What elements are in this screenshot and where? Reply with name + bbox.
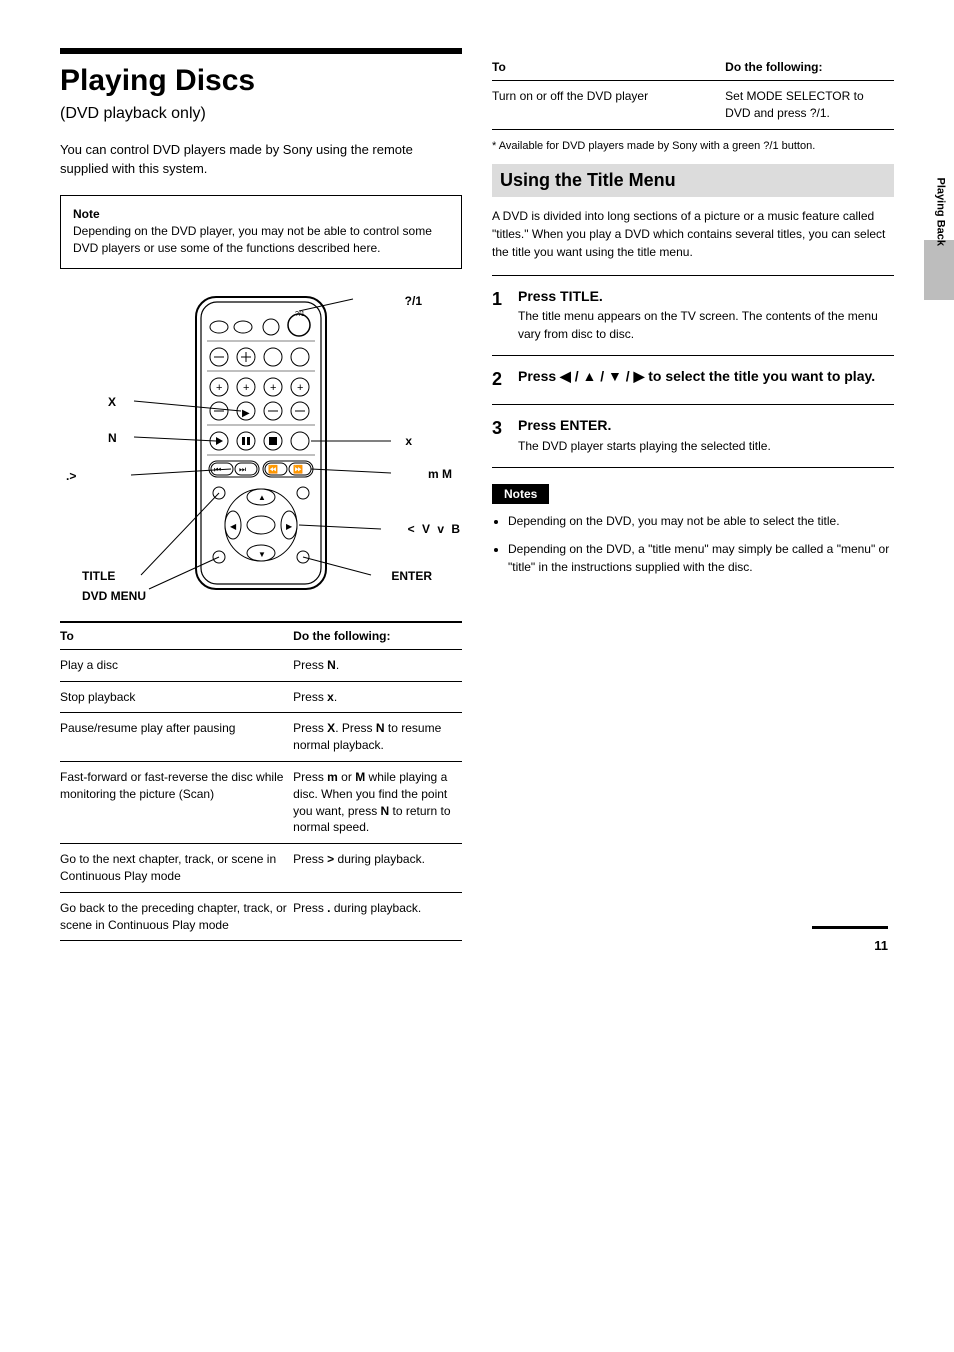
- note-text: Depending on the DVD player, you may not…: [73, 224, 432, 255]
- title-sub: (DVD playback only): [60, 105, 462, 123]
- label-title: TITLE: [82, 569, 115, 583]
- op-do: Press x.: [293, 681, 462, 713]
- right-column: To Do the following: Turn on or off the …: [492, 48, 894, 941]
- page-title: Playing Discs (DVD playback only): [60, 64, 462, 123]
- ops-header-to: To: [60, 622, 293, 650]
- op-do: Press > during playback.: [293, 844, 462, 893]
- operations-table: To Do the following: Play a disc Press N…: [60, 621, 462, 942]
- remote-svg: ?/1 + + + + ▶: [60, 289, 462, 599]
- label-arrows: < V v B: [408, 522, 462, 536]
- label-pause: X: [108, 395, 116, 409]
- note-box: Note Depending on the DVD player, you ma…: [60, 195, 462, 269]
- page-number: 11: [874, 938, 888, 953]
- step-num: 2: [492, 366, 518, 392]
- notes-list: Depending on the DVD, you may not be abl…: [508, 512, 894, 576]
- svg-text:+: +: [243, 382, 249, 394]
- label-enter: ENTER: [391, 569, 432, 583]
- footnote-star: * Available for DVD players made by Sony…: [492, 138, 894, 155]
- op-to: Go to the next chapter, track, or scene …: [60, 844, 293, 893]
- op-do: Press N.: [293, 649, 462, 681]
- svg-text:+: +: [297, 382, 303, 394]
- label-dvd-menu: DVD MENU: [82, 589, 146, 603]
- left-column: Playing Discs (DVD playback only) You ca…: [60, 48, 462, 941]
- svg-text:⏪: ⏪: [268, 464, 278, 474]
- steps-list: 1 Press TITLE. The title menu appears on…: [492, 275, 894, 468]
- side-tab: [924, 240, 954, 300]
- step-lead: Press ◀ / ▲ / ▼ / ▶ to select the title …: [518, 366, 894, 386]
- intro-text: You can control DVD players made by Sony…: [60, 141, 462, 179]
- label-power: ?/1: [405, 294, 422, 308]
- label-rew-ff: m M: [428, 467, 452, 481]
- step-body: The DVD player starts playing the select…: [518, 439, 771, 453]
- svg-text:▶: ▶: [242, 408, 250, 419]
- svg-text:▲: ▲: [258, 493, 266, 502]
- ops-header-do: Do the following:: [293, 622, 462, 650]
- title-menu-intro: A DVD is divided into long sections of a…: [492, 207, 894, 261]
- top-to: Turn on or off the DVD player: [492, 81, 725, 130]
- step-body: The title menu appears on the TV screen.…: [518, 309, 878, 340]
- op-do: Press m or M while playing a disc. When …: [293, 761, 462, 843]
- footer-rule: [812, 926, 888, 929]
- svg-text:+: +: [270, 382, 276, 394]
- top-table: To Do the following: Turn on or off the …: [492, 54, 894, 130]
- note-item: Depending on the DVD, a "title menu" may…: [508, 540, 894, 576]
- step-lead: Press TITLE.: [518, 286, 894, 306]
- step-3: 3 Press ENTER. The DVD player starts pla…: [492, 404, 894, 468]
- notes-heading: Notes: [492, 484, 549, 504]
- label-stop: x: [405, 434, 412, 448]
- section-title-menu: Using the Title Menu: [492, 164, 894, 197]
- op-to: Pause/resume play after pausing: [60, 713, 293, 762]
- note-label: Note: [73, 207, 100, 221]
- label-prev-next: .>: [66, 469, 76, 483]
- op-do: Press . during playback.: [293, 892, 462, 941]
- step-1: 1 Press TITLE. The title menu appears on…: [492, 275, 894, 355]
- svg-text:◀: ◀: [230, 522, 237, 531]
- hdr-to: To: [492, 54, 725, 81]
- op-to: Stop playback: [60, 681, 293, 713]
- op-do: Press X. Press N to resume normal playba…: [293, 713, 462, 762]
- step-lead: Press ENTER.: [518, 415, 894, 435]
- step-num: 1: [492, 286, 518, 343]
- svg-text:▼: ▼: [258, 550, 266, 559]
- svg-text:▶: ▶: [286, 522, 293, 531]
- side-tab-label: Playing Back: [934, 178, 946, 246]
- title-main: Playing Discs: [60, 64, 255, 97]
- top-do: Set MODE SELECTOR to DVD and press ?/1.: [725, 81, 894, 130]
- section-rule: [60, 48, 462, 54]
- page-columns: Playing Discs (DVD playback only) You ca…: [60, 48, 894, 941]
- svg-text:⏩: ⏩: [293, 464, 303, 474]
- svg-text:?/1: ?/1: [295, 311, 305, 318]
- svg-text:⏭: ⏭: [239, 465, 246, 474]
- hdr-do: Do the following:: [725, 54, 894, 81]
- op-to: Fast-forward or fast-reverse the disc wh…: [60, 761, 293, 843]
- remote-diagram: ?/1 X N .> TITLE DVD MENU x m M < V v B …: [60, 289, 462, 599]
- step-2: 2 Press ◀ / ▲ / ▼ / ▶ to select the titl…: [492, 355, 894, 404]
- step-num: 3: [492, 415, 518, 455]
- note-item: Depending on the DVD, you may not be abl…: [508, 512, 894, 530]
- op-to: Go back to the preceding chapter, track,…: [60, 892, 293, 941]
- op-to: Play a disc: [60, 649, 293, 681]
- svg-text:+: +: [216, 382, 222, 394]
- label-play: N: [108, 431, 117, 445]
